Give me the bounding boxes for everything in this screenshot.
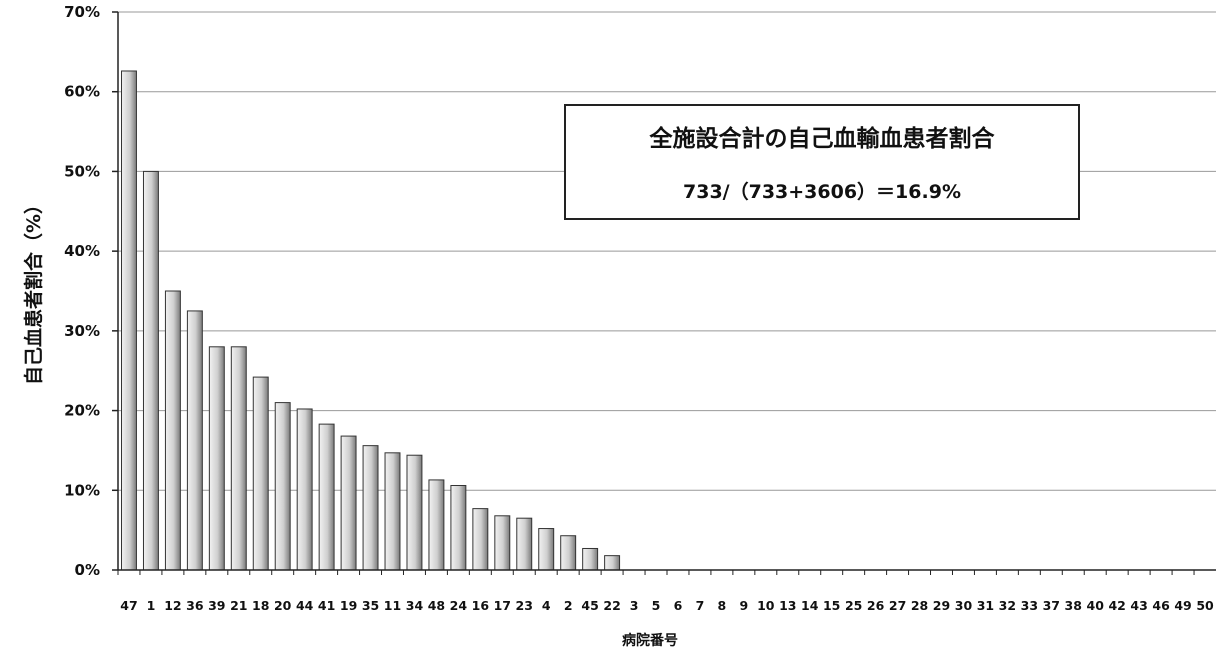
x-tick-label: 48 <box>428 598 445 613</box>
x-tick-label: 16 <box>472 598 490 613</box>
x-tick-label: 3 <box>630 598 639 613</box>
y-tick-label: 60% <box>64 83 100 101</box>
x-tick-label: 6 <box>674 598 683 613</box>
x-tick-label: 50 <box>1196 598 1214 613</box>
x-tick-label: 9 <box>740 598 749 613</box>
x-tick-label: 10 <box>757 598 775 613</box>
x-tick-label: 4 <box>542 598 551 613</box>
x-tick-label: 19 <box>340 598 357 613</box>
x-tick-label: 41 <box>318 598 335 613</box>
bar <box>450 485 467 571</box>
x-tick-label: 38 <box>1065 598 1082 613</box>
y-tick-label: 70% <box>64 3 100 21</box>
x-tick-label: 44 <box>296 598 314 613</box>
annotation-line1: 全施設合計の自己血輸血患者割合 <box>649 125 996 152</box>
y-tick-label: 50% <box>64 162 100 180</box>
x-tick-label: 39 <box>208 598 225 613</box>
axes <box>112 11 1216 575</box>
x-tick-label: 18 <box>252 598 269 613</box>
bar <box>186 310 203 571</box>
x-tick-label: 46 <box>1152 598 1170 613</box>
y-tick-labels: 0% 10% 20% 30% 40% 50% 60% 70% <box>64 3 100 579</box>
y-tick-label: 40% <box>64 242 100 260</box>
bar <box>362 445 379 571</box>
bar <box>318 423 335 571</box>
x-tick-label: 17 <box>494 598 511 613</box>
x-tick-label: 32 <box>999 598 1016 613</box>
bars <box>121 70 621 571</box>
x-tick-label: 42 <box>1108 598 1125 613</box>
x-tick-label: 35 <box>362 598 379 613</box>
x-tick-label: 14 <box>801 598 819 613</box>
bar <box>560 535 577 571</box>
x-tick-label: 29 <box>933 598 950 613</box>
y-axis-title: 自己血患者割合（%） <box>22 195 45 385</box>
annotation-line2: 733/（733+3606）＝16.9% <box>683 180 961 203</box>
x-tick-label: 12 <box>164 598 181 613</box>
bar <box>604 555 621 571</box>
bar <box>252 376 269 571</box>
bar <box>472 508 489 571</box>
x-tick-labels: 47 1 12 36 39 21 18 20 44 41 19 35 11 34 48 24 16 17 23 4 2 4… <box>120 598 1214 613</box>
annotation-box: 全施設合計の自己血輸血患者割合 733/（733+3606）＝16.9% <box>564 104 1080 220</box>
x-tick-label: 31 <box>977 598 994 613</box>
bar <box>296 408 313 571</box>
x-tick-label: 33 <box>1021 598 1038 613</box>
y-tick-label: 0% <box>75 561 100 579</box>
bar <box>582 547 599 571</box>
bar <box>428 479 445 571</box>
x-tick-label: 15 <box>823 598 840 613</box>
x-tick-label: 25 <box>845 598 862 613</box>
x-tick-label: 36 <box>186 598 204 613</box>
x-tick-label: 8 <box>718 598 727 613</box>
x-tick-label: 22 <box>603 598 620 613</box>
x-tick-label: 23 <box>516 598 533 613</box>
x-tick-label: 1 <box>147 598 156 613</box>
bar <box>340 435 357 571</box>
bar <box>230 346 247 571</box>
x-tick-label: 26 <box>867 598 885 613</box>
bar <box>121 70 137 571</box>
bar <box>516 517 533 571</box>
y-tick-label: 20% <box>64 402 100 420</box>
y-tick-label: 30% <box>64 322 100 340</box>
x-tick-label: 47 <box>120 598 137 613</box>
x-tick-label: 34 <box>406 598 424 613</box>
bar <box>494 515 511 571</box>
x-tick-label: 30 <box>955 598 973 613</box>
x-tick-label: 20 <box>274 598 292 613</box>
x-tick-label: 21 <box>230 598 247 613</box>
x-tick-label: 43 <box>1130 598 1147 613</box>
annotation-frame <box>564 104 1080 220</box>
x-tick-label: 45 <box>581 598 598 613</box>
x-axis-title: 病院番号 <box>622 632 678 649</box>
bar <box>164 290 181 571</box>
x-tick-label: 27 <box>889 598 906 613</box>
x-tick-label: 37 <box>1043 598 1060 613</box>
y-tick-label: 10% <box>64 481 100 499</box>
x-tick-label: 11 <box>384 598 401 613</box>
x-tick-label: 49 <box>1174 598 1191 613</box>
x-tick-label: 2 <box>564 598 573 613</box>
x-tick-label: 40 <box>1087 598 1105 613</box>
x-tick-label: 7 <box>696 598 705 613</box>
x-tick-label: 28 <box>911 598 928 613</box>
bar <box>142 170 159 571</box>
bar <box>406 454 423 571</box>
x-tick-label: 5 <box>652 598 661 613</box>
x-tick-label: 13 <box>779 598 796 613</box>
bar <box>274 402 291 571</box>
bar <box>208 346 225 571</box>
bar <box>384 452 401 571</box>
x-tick-label: 24 <box>450 598 468 613</box>
bar <box>538 528 555 571</box>
